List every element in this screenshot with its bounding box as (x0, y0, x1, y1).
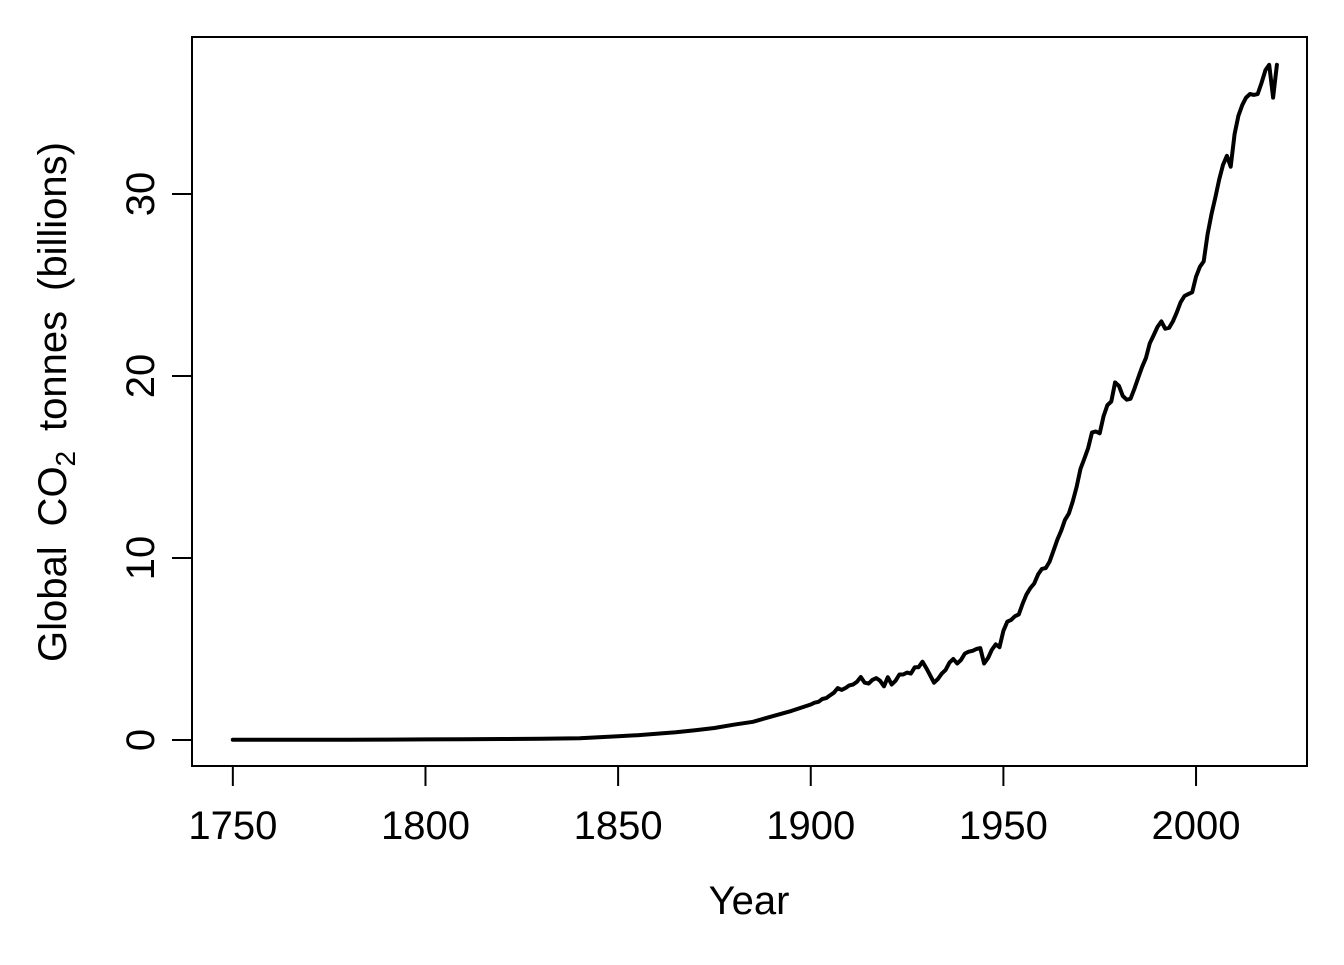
y-axis-title-prefix: Global CO (31, 466, 75, 662)
y-tick-label: 10 (119, 536, 163, 581)
x-tick-label: 1800 (381, 804, 470, 848)
x-tick-label: 1850 (574, 804, 663, 848)
x-axis-tick-labels: 1750 1800 1850 1900 1950 2000 (188, 804, 1240, 848)
x-tick-label: 1900 (766, 804, 855, 848)
y-tick-label: 30 (119, 172, 163, 217)
co2-line (230, 62, 1279, 742)
x-tick-label: 2000 (1152, 804, 1241, 848)
y-axis-title-subscript: 2 (50, 451, 81, 467)
y-tick-label: 20 (119, 354, 163, 399)
y-axis-title-suffix: tonnes (billions) (31, 142, 75, 451)
x-axis-title: Year (709, 879, 790, 923)
y-axis-title: Global CO2 tonnes (billions) (31, 142, 81, 662)
x-tick-label: 1750 (188, 804, 277, 848)
y-axis-tick-labels: 0 10 20 30 (119, 172, 163, 751)
x-axis-ticks (231, 766, 1198, 786)
y-tick-label: 0 (119, 729, 163, 751)
plot-border (191, 36, 1308, 767)
x-tick-label: 1950 (959, 804, 1048, 848)
y-axis-ticks (172, 193, 192, 741)
